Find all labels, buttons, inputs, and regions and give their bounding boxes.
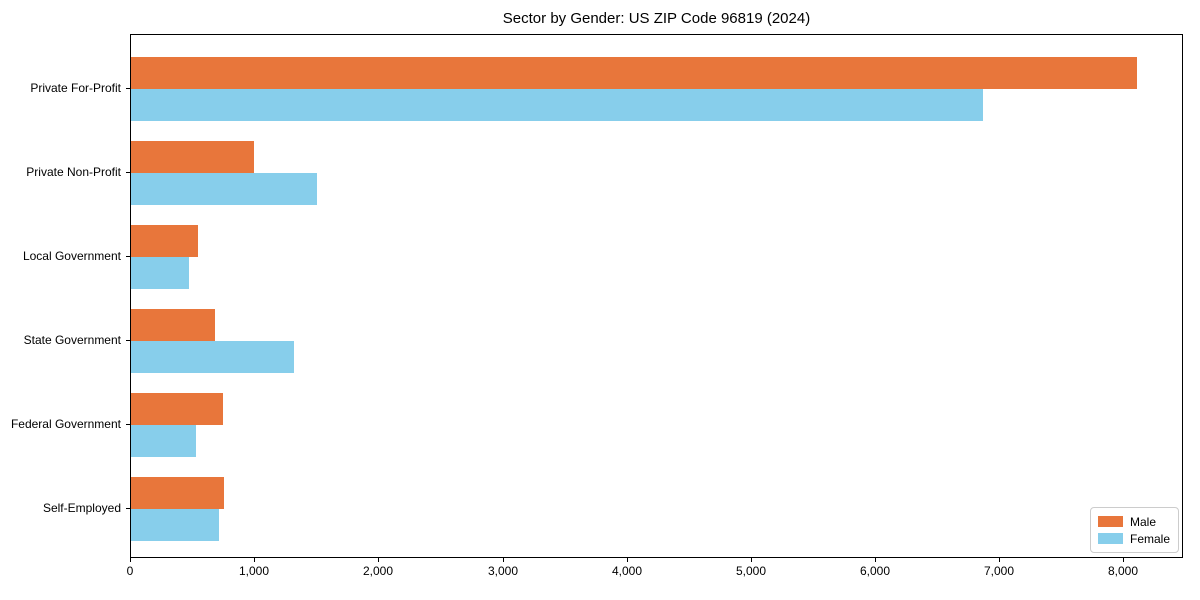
x-tick-mark <box>1123 558 1124 562</box>
x-tick-label: 3,000 <box>487 564 519 578</box>
y-tick-label: Self-Employed <box>42 501 121 515</box>
x-tick-mark <box>503 558 504 562</box>
bar-male-4 <box>131 309 215 341</box>
bar-male-5 <box>131 393 223 425</box>
legend-label-male: Male <box>1130 514 1157 529</box>
x-tick-mark <box>999 558 1000 562</box>
x-tick-label: 8,000 <box>1107 564 1139 578</box>
x-tick-label: 0 <box>126 564 134 578</box>
bar-female-3 <box>131 257 189 289</box>
x-tick-mark <box>751 558 752 562</box>
y-tick-mark <box>126 340 130 341</box>
legend-item-male: Male <box>1098 513 1178 530</box>
y-tick-label: Private For-Profit <box>30 81 121 95</box>
x-tick-label: 7,000 <box>983 564 1015 578</box>
bar-female-5 <box>131 425 196 457</box>
y-tick-label: Local Government <box>22 249 121 263</box>
x-tick-mark <box>875 558 876 562</box>
legend: Male Female <box>1090 507 1179 553</box>
legend-swatch-male <box>1098 516 1123 527</box>
plot-area <box>130 34 1183 558</box>
x-tick-label: 2,000 <box>362 564 394 578</box>
y-tick-label: Federal Government <box>10 417 121 431</box>
bar-male-2 <box>131 141 254 173</box>
x-tick-mark <box>627 558 628 562</box>
y-tick-mark <box>126 424 130 425</box>
legend-label-female: Female <box>1130 531 1171 546</box>
x-tick-mark <box>254 558 255 562</box>
legend-swatch-female <box>1098 533 1123 544</box>
bar-female-6 <box>131 509 219 541</box>
y-tick-mark <box>126 256 130 257</box>
legend-item-female: Female <box>1098 530 1178 547</box>
bar-female-4 <box>131 341 294 373</box>
bar-male-3 <box>131 225 198 257</box>
y-tick-label: Private Non-Profit <box>26 165 121 179</box>
x-tick-label: 1,000 <box>238 564 270 578</box>
x-tick-label: 5,000 <box>735 564 767 578</box>
x-tick-label: 4,000 <box>611 564 643 578</box>
x-tick-label: 6,000 <box>859 564 891 578</box>
chart-title: Sector by Gender: US ZIP Code 96819 (202… <box>502 10 811 27</box>
bar-female-1 <box>131 89 983 121</box>
y-tick-mark <box>126 508 130 509</box>
bar-female-2 <box>131 173 317 205</box>
bar-male-6 <box>131 477 224 509</box>
x-tick-mark <box>130 558 131 562</box>
y-tick-mark <box>126 88 130 89</box>
x-tick-mark <box>378 558 379 562</box>
y-tick-label: State Government <box>23 333 121 347</box>
bar-male-1 <box>131 57 1137 89</box>
y-tick-mark <box>126 172 130 173</box>
